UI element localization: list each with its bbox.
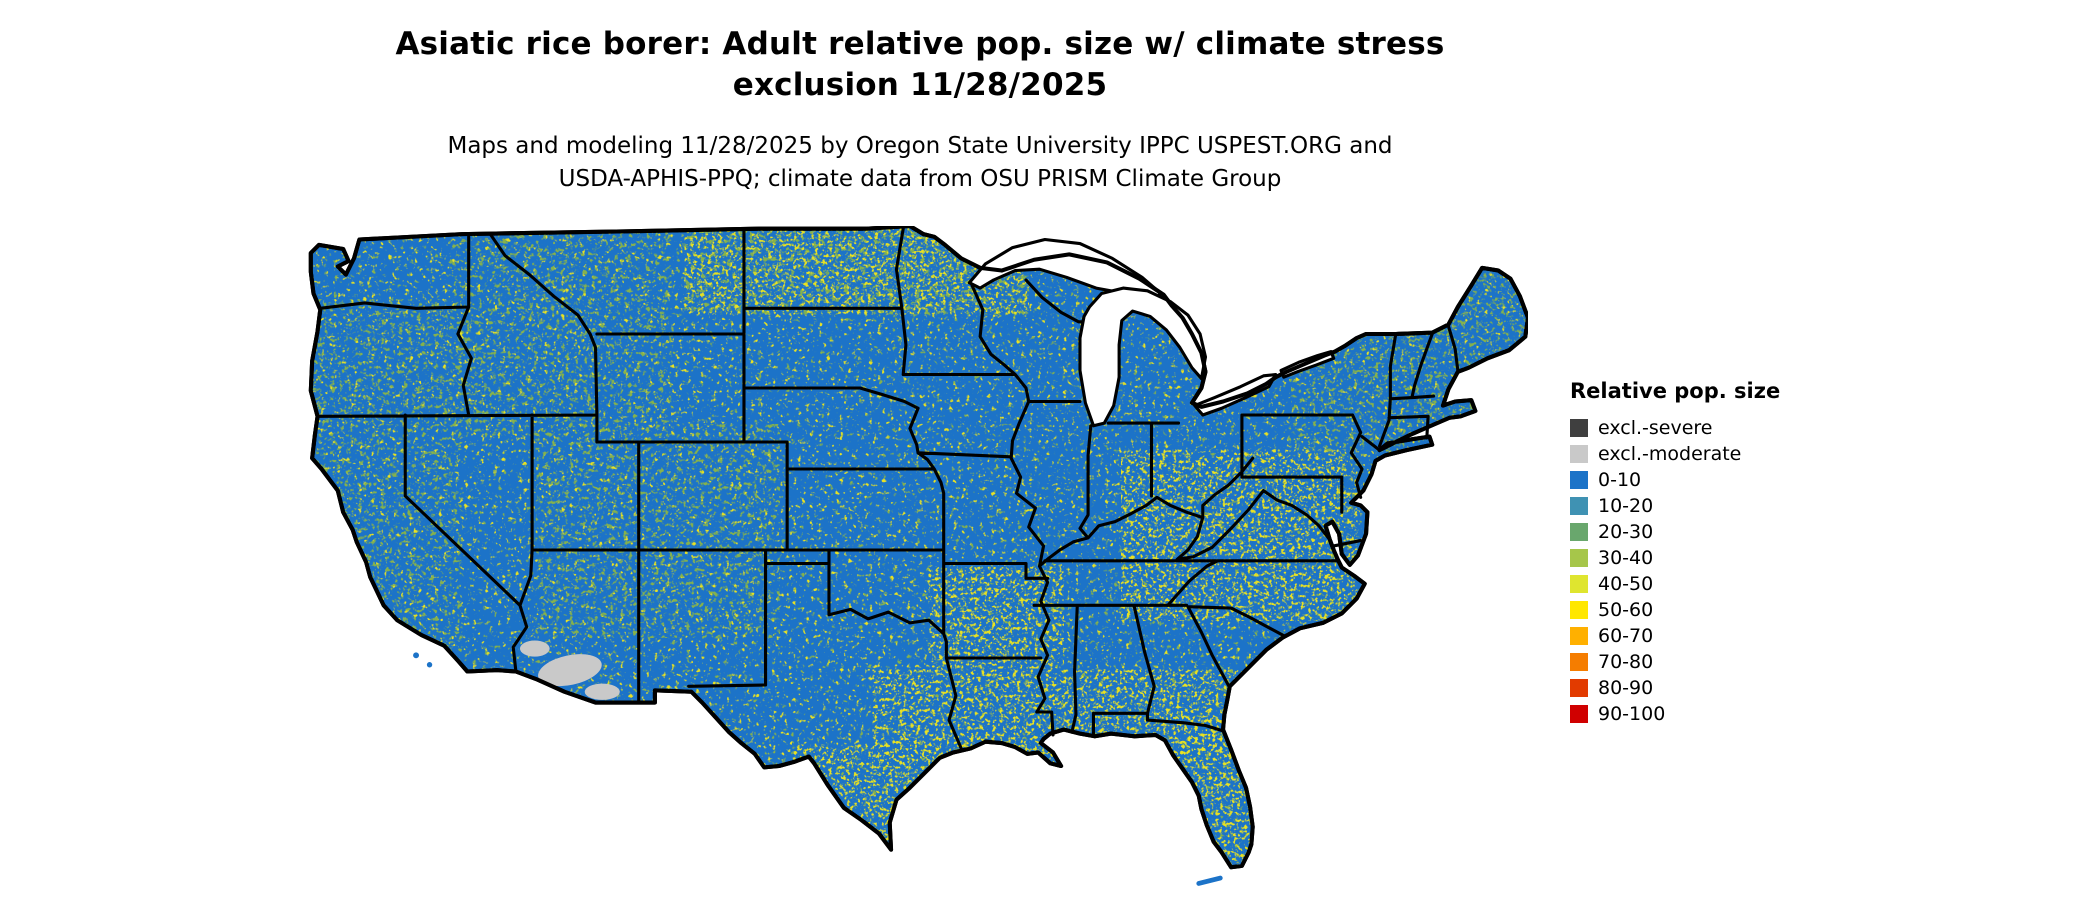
speckle-appalachia	[1125, 452, 1353, 618]
population-raster-speckles	[310, 226, 1528, 868]
legend-swatch	[1570, 601, 1588, 619]
speckle-south-texas	[796, 747, 937, 861]
legend-swatch	[1570, 653, 1588, 671]
legend-label: 80-90	[1598, 676, 1654, 699]
legend-item: 0-10	[1570, 467, 1780, 493]
legend-swatch	[1570, 471, 1588, 489]
legend-item: 50-60	[1570, 597, 1780, 623]
title-line-1: Asiatic rice borer: Adult relative pop. …	[395, 26, 1445, 62]
legend-item: 10-20	[1570, 493, 1780, 519]
legend-item: 40-50	[1570, 571, 1780, 597]
channel-island	[426, 662, 433, 668]
legend-label: excl.-moderate	[1598, 442, 1742, 465]
legend-item: 80-90	[1570, 675, 1780, 701]
legend-label: 60-70	[1598, 624, 1654, 647]
legend-label: 90-100	[1598, 702, 1666, 725]
excl-moderate-blob	[584, 683, 620, 700]
excl-moderate-blob	[519, 640, 550, 657]
legend-swatch	[1570, 705, 1588, 723]
legend: Relative pop. size excl.-severe excl.-mo…	[1570, 379, 1780, 727]
speckle-ozarks	[931, 568, 1062, 667]
legend-item: excl.-severe	[1570, 415, 1780, 441]
title-line-2: exclusion 11/28/2025	[732, 66, 1108, 103]
legend-label: 70-80	[1598, 650, 1654, 673]
legend-item: 30-40	[1570, 545, 1780, 571]
legend-item: 60-70	[1570, 623, 1780, 649]
great-lakes	[967, 237, 1336, 428]
legend-item: 90-100	[1570, 701, 1780, 727]
legend-label: 40-50	[1598, 572, 1654, 595]
legend-swatch	[1570, 523, 1588, 541]
excl-moderate-zones	[519, 640, 620, 700]
florida-keys	[1196, 875, 1223, 886]
excl-moderate-blob	[538, 654, 602, 687]
speckle-north-rockies	[456, 226, 668, 432]
legend-label: 20-30	[1598, 520, 1654, 543]
subtitle-line-1: Maps and modeling 11/28/2025 by Oregon S…	[447, 133, 1393, 159]
legend-swatch	[1570, 575, 1588, 593]
legend-title: Relative pop. size	[1570, 379, 1781, 403]
legend-swatch	[1570, 497, 1588, 515]
legend-swatch	[1570, 419, 1588, 437]
legend-item: excl.-moderate	[1570, 441, 1780, 467]
speckle-north-plains-green	[691, 226, 1022, 313]
us-map-container	[300, 226, 1528, 901]
legend-swatch	[1570, 679, 1588, 697]
legend-label: 30-40	[1598, 546, 1654, 569]
legend-swatch	[1570, 549, 1588, 567]
legend-item: 20-30	[1570, 519, 1780, 545]
legend-label: 0-10	[1598, 468, 1642, 491]
legend-label: 10-20	[1598, 494, 1654, 517]
legend-label: 50-60	[1598, 598, 1654, 621]
us-map	[300, 226, 1528, 886]
legend-swatch	[1570, 445, 1588, 463]
subtitle-line-2: USDA-APHIS-PPQ; climate data from OSU PR…	[558, 166, 1282, 193]
attribution-subtitle: Maps and modeling 11/28/2025 by Oregon S…	[0, 130, 1840, 197]
legend-label: excl.-severe	[1598, 416, 1713, 439]
speckle-colorado-plateau	[540, 428, 776, 634]
legend-swatch	[1570, 627, 1588, 645]
state-borders	[315, 227, 1460, 751]
legend-item: 70-80	[1570, 649, 1780, 675]
channel-island	[413, 652, 420, 659]
page-title: Asiatic rice borer: Adult relative pop. …	[0, 24, 1840, 106]
